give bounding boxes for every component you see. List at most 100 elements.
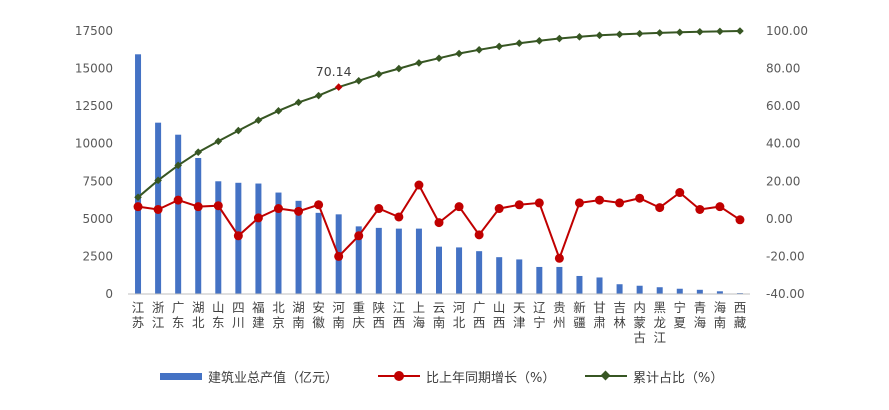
- category-label: 蒙: [633, 315, 646, 330]
- bar: [716, 291, 723, 294]
- bar: [696, 289, 703, 294]
- category-label: 龙: [653, 315, 666, 330]
- bar: [456, 247, 463, 294]
- data-point: [354, 76, 363, 85]
- bar: [516, 259, 523, 294]
- bar: [135, 54, 142, 295]
- category-label: 东: [212, 315, 225, 330]
- bar: [556, 266, 563, 294]
- data-point: [736, 27, 744, 35]
- category-label: 苏: [132, 315, 145, 330]
- bar: [255, 183, 262, 294]
- category-label: 福: [252, 300, 265, 315]
- bar: [315, 212, 322, 294]
- category-label: 海: [413, 315, 426, 330]
- bar: [536, 266, 543, 294]
- data-point: [495, 42, 503, 51]
- data-point: [154, 176, 162, 185]
- category-label: 南: [292, 315, 305, 330]
- data-point: [314, 200, 324, 210]
- left-tick-label: 7500: [82, 174, 113, 188]
- bar: [415, 228, 422, 294]
- category-label: 海: [694, 315, 707, 330]
- data-point: [394, 212, 404, 222]
- left-tick-label: 10000: [75, 137, 113, 151]
- data-point: [314, 91, 323, 100]
- legend-item-growth: 比上年同期增长（%）: [378, 364, 555, 388]
- category-label: 四: [232, 300, 245, 315]
- data-point: [454, 202, 464, 212]
- category-label: 宁: [674, 300, 687, 315]
- legend-label-growth: 比上年同期增长（%）: [426, 370, 556, 386]
- category-label: 江: [653, 330, 666, 345]
- data-point: [715, 202, 725, 212]
- left-axis-ticks: 0 2500 5000 7500 10000 12500 15000 17500: [75, 24, 113, 301]
- data-point: [173, 195, 183, 205]
- category-label: 北: [192, 315, 205, 330]
- bar: [215, 181, 222, 294]
- left-tick-label: 17500: [75, 24, 113, 38]
- data-point: [555, 34, 564, 43]
- category-label: 辽: [533, 300, 546, 315]
- category-label: 津: [513, 315, 526, 330]
- legend-item-output: 建筑业总产值（亿元）: [160, 364, 338, 388]
- bar: [576, 275, 583, 294]
- data-point: [334, 251, 344, 261]
- bar: [596, 277, 603, 294]
- bar: [375, 227, 382, 294]
- left-tick-label: 5000: [82, 212, 113, 226]
- bar: [436, 246, 442, 294]
- category-label: 建: [252, 315, 265, 330]
- category-label: 西: [734, 300, 747, 315]
- data-point: [716, 27, 724, 36]
- category-label: 西: [493, 315, 506, 330]
- category-label: 州: [553, 315, 566, 330]
- data-point: [435, 54, 443, 63]
- category-label: 夏: [674, 315, 687, 330]
- data-point: [675, 28, 684, 37]
- data-point: [534, 198, 544, 208]
- data-point: [214, 137, 223, 146]
- category-label: 河: [453, 300, 466, 315]
- line-series: [133, 27, 745, 263]
- data-point: [475, 45, 483, 54]
- bar: [656, 287, 663, 294]
- category-label: 甘: [593, 300, 606, 315]
- category-label: 湖: [292, 300, 305, 315]
- data-point: [414, 180, 424, 190]
- category-label: 北: [453, 315, 466, 330]
- right-axis-ticks: -40.00 -20.00 0.00 20.00 40.00 60.00 80.00 100.…: [766, 24, 808, 301]
- legend-label-cumulative: 累计占比（%）: [633, 370, 724, 386]
- category-label: 广: [473, 300, 486, 315]
- data-point: [675, 188, 685, 198]
- category-label: 江: [393, 300, 406, 315]
- category-label: 上: [413, 300, 426, 315]
- bar: [616, 284, 623, 294]
- bar: [175, 134, 182, 294]
- category-label: 江: [132, 300, 145, 315]
- left-tick-label: 0: [105, 287, 113, 301]
- right-tick-label: 100.00: [766, 24, 808, 38]
- category-label: 徽: [312, 315, 325, 330]
- left-tick-label: 12500: [75, 99, 113, 113]
- category-label: 肃: [593, 315, 606, 330]
- bar: [195, 157, 202, 294]
- right-tick-label: 80.00: [766, 62, 800, 76]
- category-label: 西: [473, 315, 486, 330]
- right-tick-label: -40.00: [766, 287, 805, 301]
- bar: [395, 228, 402, 294]
- legend-item-cumulative: 累计占比（%）: [585, 364, 723, 388]
- right-tick-label: 0.00: [766, 212, 793, 226]
- data-point: [294, 98, 303, 107]
- category-label: 北: [272, 300, 285, 315]
- data-point: [395, 64, 403, 73]
- legend-swatch-cumulative: [585, 370, 627, 382]
- data-point: [615, 198, 625, 208]
- data-point: [514, 200, 524, 210]
- category-label: 庆: [352, 315, 365, 330]
- category-label: 藏: [734, 315, 747, 330]
- data-point: [595, 195, 605, 205]
- data-point: [655, 203, 665, 213]
- category-label: 疆: [573, 315, 586, 330]
- data-point: [273, 204, 283, 214]
